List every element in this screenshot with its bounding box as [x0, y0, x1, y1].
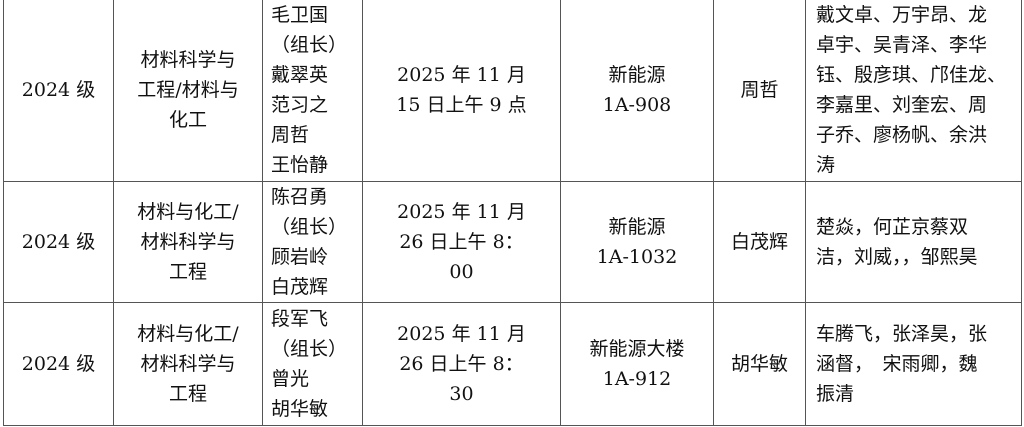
location-cell: 新能源大楼 1A-912 — [560, 302, 714, 426]
grade-cell: 2024 级 — [3, 302, 114, 426]
major-cell: 材料科学与 工程/材料与 化工 — [113, 0, 263, 182]
major-cell: 材料与化工/ 材料科学与 工程 — [113, 181, 263, 303]
secretary-cell: 胡华敏 — [713, 302, 806, 426]
secretary-cell: 周哲 — [713, 0, 806, 182]
table-row: 2024 级 材料与化工/ 材料科学与 工程 段军飞 （组长） 曾光 胡华敏 2… — [3, 302, 1022, 426]
students-cell: 戴文卓、万宇昂、龙 卓宇、吴青泽、李华 钰、殷彦琪、邝佳龙、 李嘉里、刘奎宏、周… — [805, 0, 1022, 182]
students-cell: 楚焱，何芷京蔡双 洁，刘威，，邹熙昊 — [805, 181, 1022, 303]
grade-cell: 2024 级 — [3, 181, 114, 303]
time-cell: 2025 年 11 月 26 日上午 8： 30 — [362, 302, 561, 426]
grade-cell: 2024 级 — [3, 0, 114, 182]
students-cell: 车腾飞，张泽昊，张 涵督， 宋雨卿，魏 振清 — [805, 302, 1022, 426]
major-cell: 材料与化工/ 材料科学与 工程 — [113, 302, 263, 426]
committee-cell: 段军飞 （组长） 曾光 胡华敏 — [262, 302, 363, 426]
location-cell: 新能源 1A-1032 — [560, 181, 714, 303]
location-cell: 新能源 1A-908 — [560, 0, 714, 182]
defense-schedule-table: 2024 级 材料科学与 工程/材料与 化工 毛卫国 （组长） 戴翠英 范习之 … — [3, 0, 1022, 426]
committee-cell: 毛卫国 （组长） 戴翠英 范习之 周哲 王怡静 — [262, 0, 363, 182]
secretary-cell: 白茂辉 — [713, 181, 806, 303]
time-cell: 2025 年 11 月 15 日上午 9 点 — [362, 0, 561, 182]
committee-cell: 陈召勇 （组长） 顾岩岭 白茂辉 — [262, 181, 363, 303]
table-row: 2024 级 材料与化工/ 材料科学与 工程 陈召勇 （组长） 顾岩岭 白茂辉 … — [3, 181, 1022, 303]
table-row: 2024 级 材料科学与 工程/材料与 化工 毛卫国 （组长） 戴翠英 范习之 … — [3, 0, 1022, 182]
time-cell: 2025 年 11 月 26 日上午 8： 00 — [362, 181, 561, 303]
